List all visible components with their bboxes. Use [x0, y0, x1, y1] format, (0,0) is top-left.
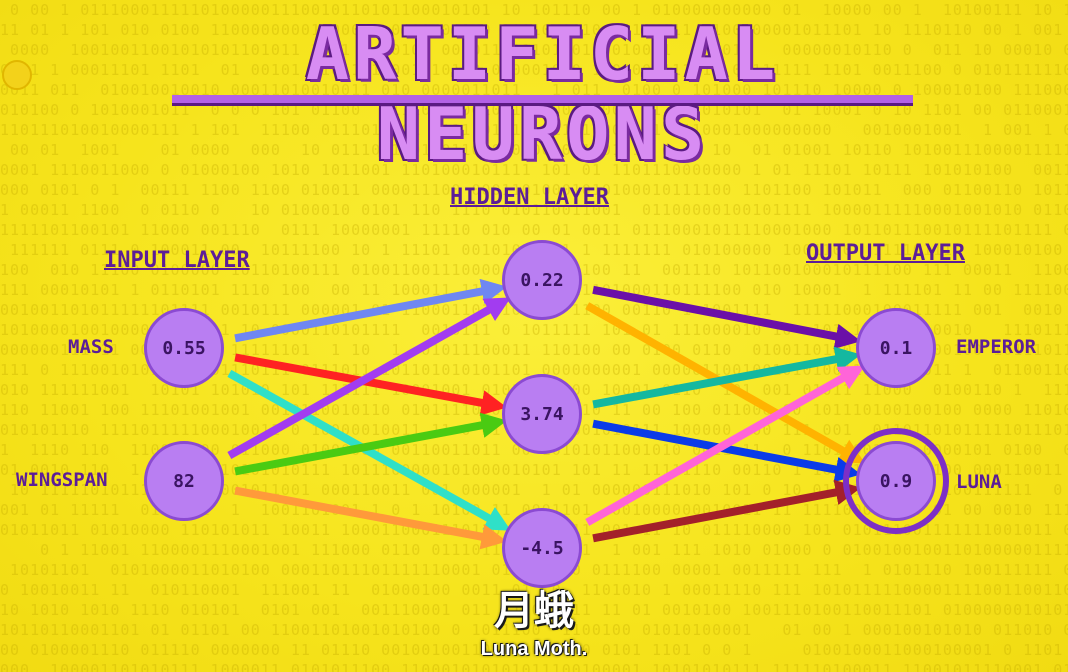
output-highlight-ring	[843, 428, 949, 534]
arrow-input-1-to-hidden-0	[227, 297, 512, 460]
hidden-layer-label: HIDDEN LAYER	[450, 185, 609, 210]
arrow-input-0-to-hidden-0	[234, 278, 508, 343]
output-label-emperor: EMPEROR	[956, 336, 1037, 358]
arrow-hidden-1-to-output-0	[592, 346, 862, 409]
output-node-emperor: 0.1	[856, 308, 936, 388]
hidden-node-1: 0.22	[502, 240, 582, 320]
output-label-luna: LUNA	[956, 471, 1002, 493]
subtitle-chinese: 月蛾	[494, 588, 574, 634]
hidden-node-2: 3.74	[502, 374, 582, 454]
channel-logo-icon	[2, 60, 32, 90]
input-node-mass: 0.55	[144, 308, 224, 388]
arrow-hidden-2-to-output-1	[592, 479, 862, 543]
input-node-wingspan: 82	[144, 441, 224, 521]
output-layer-label: OUTPUT LAYER	[806, 241, 965, 266]
title-underline	[172, 95, 913, 106]
output-node-luna: 0.9	[856, 441, 936, 521]
input-label-mass: MASS	[68, 336, 114, 358]
arrow-input-1-to-hidden-2	[234, 486, 508, 550]
arrow-hidden-0-to-output-0	[592, 285, 862, 350]
subtitle-english: Luna Moth.	[480, 638, 588, 660]
page-title: ARTIFICIAL NEURONS	[305, 12, 780, 176]
hidden-node-3: -4.5	[502, 508, 582, 588]
arrow-input-1-to-hidden-1	[234, 412, 508, 476]
arrow-hidden-2-to-output-0	[585, 365, 866, 526]
input-layer-label: INPUT LAYER	[104, 248, 250, 273]
input-label-wingspan: WINGSPAN	[16, 469, 108, 491]
